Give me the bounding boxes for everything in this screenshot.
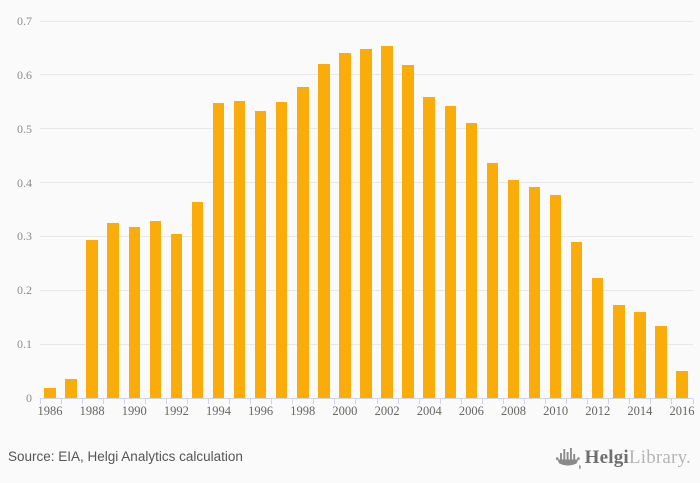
bar-2015[interactable] (655, 326, 667, 398)
x-axis-tick (271, 399, 273, 404)
y-gridline (39, 20, 693, 22)
bar-1993[interactable] (191, 201, 204, 398)
x-axis-tick-label: 1994 (206, 404, 232, 418)
x-axis-tick-label: 2002 (374, 404, 400, 418)
bar-1996[interactable] (254, 110, 267, 398)
x-axis-tick (418, 399, 420, 404)
x-axis-tick (608, 399, 610, 404)
x-axis-tick (523, 399, 525, 404)
y-axis-tick-label: 0 (26, 391, 32, 405)
x-axis-tick-label: 2014 (627, 404, 653, 418)
x-axis-tick (587, 399, 589, 404)
bar-2014[interactable] (634, 311, 646, 398)
bar-2003[interactable] (402, 64, 414, 398)
x-axis-line (39, 398, 693, 399)
x-axis-tick (439, 399, 441, 404)
x-axis-tick (629, 399, 631, 404)
bar-1998[interactable] (297, 86, 309, 398)
x-axis-tick (144, 399, 146, 404)
bar-2007[interactable] (486, 163, 499, 398)
x-axis-tick (102, 399, 104, 404)
x-axis-tick (39, 399, 41, 404)
x-axis-tick (81, 399, 83, 404)
bar-1991[interactable] (149, 221, 162, 398)
bar-1987[interactable] (65, 379, 77, 398)
x-axis-tick (481, 399, 483, 404)
bar-2010[interactable] (549, 195, 562, 398)
x-axis-tick (186, 399, 188, 404)
x-axis-tick (229, 399, 231, 404)
bar-1986[interactable] (44, 388, 56, 398)
bar-2016[interactable] (676, 371, 688, 398)
y-axis-tick-label: 0.5 (17, 121, 32, 136)
x-axis-tick-label: 2016 (669, 404, 695, 418)
x-axis-tick-label: 2000 (332, 404, 358, 418)
logo-wordmark: HelgiLibrary. (585, 447, 691, 469)
bar-2004[interactable] (423, 97, 435, 398)
y-axis-tick-label: 0.3 (17, 229, 32, 244)
x-axis-tick-label: 1986 (37, 404, 63, 418)
x-axis-tick (355, 399, 357, 404)
x-axis-tick (376, 399, 378, 404)
x-axis-tick-label: 2012 (585, 404, 611, 418)
y-axis-tick-label: 0.2 (17, 283, 32, 298)
bar-1997[interactable] (275, 101, 288, 398)
x-axis-tick (502, 399, 504, 404)
x-axis-tick (313, 399, 315, 404)
y-axis-tick-label: 0.4 (17, 175, 32, 190)
x-axis-tick (397, 399, 399, 404)
x-axis-tick (208, 399, 210, 404)
x-axis-tick (165, 399, 167, 404)
bar-2012[interactable] (591, 278, 604, 398)
x-axis-tick (650, 399, 652, 404)
bar-2005[interactable] (444, 105, 456, 398)
x-axis-tick (545, 399, 547, 404)
bar-1988[interactable] (86, 239, 98, 398)
x-axis-tick (250, 399, 252, 404)
x-axis-tick (460, 399, 462, 404)
bar-1989[interactable] (107, 222, 119, 398)
logo-text-library: Library. (628, 446, 691, 468)
x-axis-tick (566, 399, 568, 404)
x-axis-tick-label: 1992 (163, 404, 189, 418)
bar-1992[interactable] (170, 234, 183, 398)
x-axis-tick-label: 2010 (543, 404, 569, 418)
bar-2013[interactable] (613, 304, 625, 398)
x-axis-tick-label: 2004 (416, 404, 442, 418)
bar-2000[interactable] (339, 52, 351, 398)
bar-2011[interactable] (570, 242, 583, 398)
helgi-library-logo[interactable]: HelgiLibrary. (555, 444, 691, 471)
bar-2008[interactable] (507, 180, 520, 398)
y-axis-tick-label: 0.7 (17, 14, 32, 28)
x-axis-tick (123, 399, 125, 404)
bar-1990[interactable] (128, 226, 141, 398)
bar-2009[interactable] (528, 187, 541, 398)
y-axis-tick-label: 0.1 (17, 337, 32, 352)
bar-1995[interactable] (233, 100, 246, 398)
x-axis-tick-label: 2008 (500, 404, 526, 418)
x-axis-tick (692, 399, 694, 404)
x-axis-tick (334, 399, 336, 404)
x-axis-tick-label: 2006 (458, 404, 484, 418)
bar-2002[interactable] (381, 45, 393, 398)
x-axis-tick-label: 1998 (290, 404, 316, 418)
logo-text-helgi: Helgi (584, 446, 629, 468)
x-axis-tick-label: 1990 (121, 404, 147, 418)
bar-2006[interactable] (465, 122, 478, 398)
bar-1994[interactable] (212, 102, 225, 398)
bar-2001[interactable] (360, 49, 372, 398)
source-note: Source: EIA, Helgi Analytics calculation (8, 449, 243, 464)
x-axis-tick-label: 1996 (248, 404, 274, 418)
viking-ship-icon (555, 444, 581, 471)
y-axis-tick-label: 0.6 (17, 67, 32, 82)
x-axis-tick (671, 399, 673, 404)
x-axis-tick (292, 399, 294, 404)
bar-1999[interactable] (318, 63, 330, 398)
x-axis-tick-label: 1988 (79, 404, 105, 418)
x-axis-tick (60, 399, 62, 404)
